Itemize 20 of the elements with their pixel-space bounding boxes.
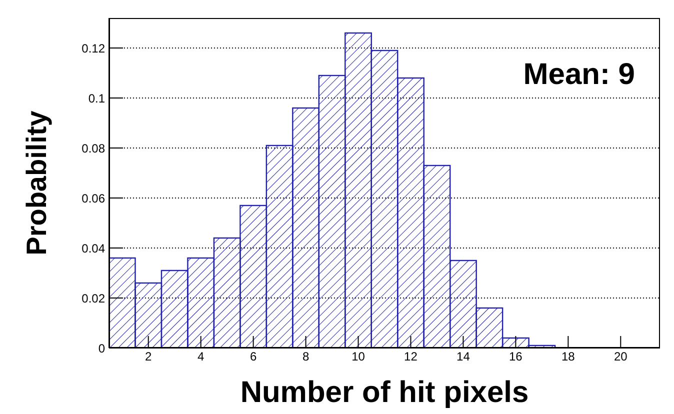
x-axis-title: Number of hit pixels (240, 376, 529, 409)
y-tick-label: 0 (98, 341, 106, 356)
y-tick-label: 0.04 (82, 241, 106, 256)
x-tick-label: 16 (509, 350, 523, 364)
y-tick-label: 0.1 (88, 91, 106, 106)
y-tick-label: 0.08 (82, 141, 106, 156)
x-tick-label: 8 (302, 350, 310, 364)
annotation: Mean: 9 (523, 58, 635, 92)
y-axis-title: Probability (20, 110, 52, 256)
x-tick-label: 6 (250, 350, 257, 364)
y-tick-label: 0.12 (82, 41, 106, 56)
x-tick-label: 20 (614, 350, 628, 364)
x-tick-label: 12 (404, 350, 418, 364)
x-tick-label: 18 (561, 350, 576, 364)
x-tick-label: 14 (456, 350, 470, 364)
x-tick-label: 10 (352, 350, 366, 364)
y-tick-label: 0.02 (82, 291, 106, 306)
x-tick-label: 2 (145, 350, 152, 364)
y-tick-label: 0.06 (82, 191, 106, 206)
x-tick-label: 4 (197, 350, 204, 364)
